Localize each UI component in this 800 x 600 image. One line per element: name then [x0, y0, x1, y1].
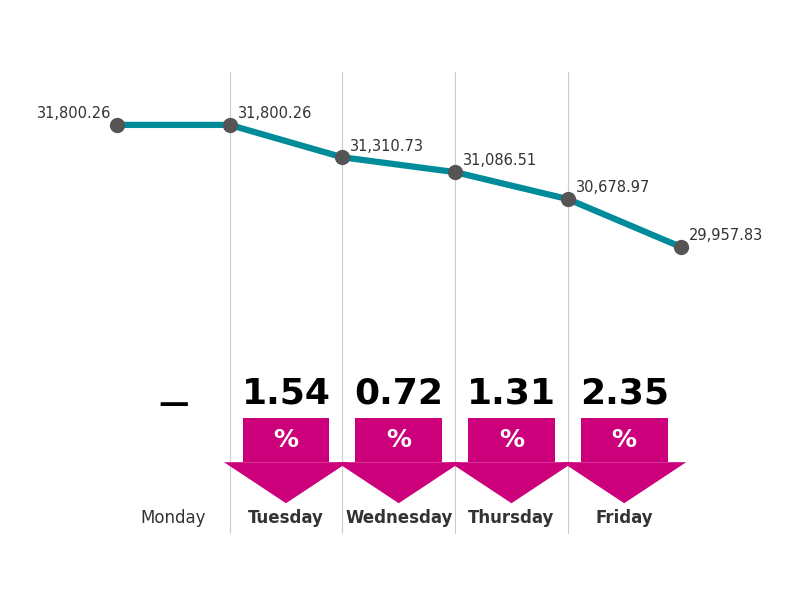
Text: 29,957.83: 29,957.83: [689, 228, 762, 243]
Text: Thursday: Thursday: [468, 509, 554, 527]
Text: %: %: [386, 428, 411, 452]
Bar: [581, 418, 667, 462]
Text: 1.54: 1.54: [242, 377, 330, 411]
Text: Tuesday: Tuesday: [248, 509, 324, 527]
Polygon shape: [562, 462, 686, 503]
Text: Monday: Monday: [141, 509, 206, 527]
Text: 30,678.97: 30,678.97: [576, 181, 650, 196]
Bar: [468, 418, 555, 462]
Text: Friday: Friday: [595, 509, 653, 527]
Text: %: %: [612, 428, 637, 452]
Text: 0.72: 0.72: [354, 377, 443, 411]
Text: 31,310.73: 31,310.73: [350, 139, 424, 154]
Bar: [355, 418, 442, 462]
Text: 31,800.26: 31,800.26: [238, 106, 312, 121]
Text: Wednesday: Wednesday: [345, 509, 453, 527]
Text: —: —: [158, 389, 189, 418]
Polygon shape: [337, 462, 461, 503]
Text: 31,800.26: 31,800.26: [37, 106, 111, 121]
Text: 1.31: 1.31: [467, 377, 556, 411]
Text: %: %: [274, 428, 298, 452]
Polygon shape: [224, 462, 348, 503]
Text: %: %: [499, 428, 524, 452]
Text: 31,086.51: 31,086.51: [463, 154, 537, 169]
Polygon shape: [450, 462, 574, 503]
Text: 2.35: 2.35: [580, 377, 669, 411]
Bar: [242, 418, 330, 462]
